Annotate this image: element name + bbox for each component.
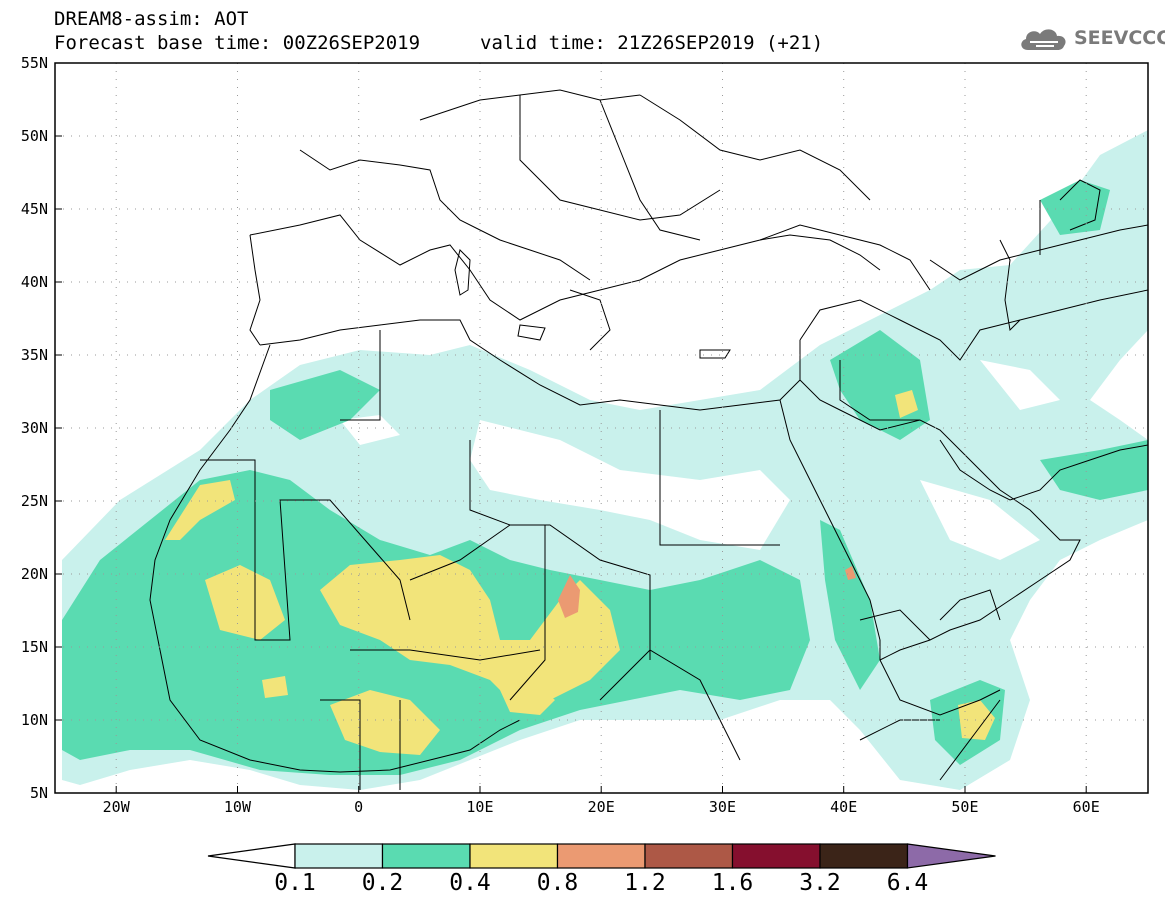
lon-label: 30E [708, 798, 736, 816]
colorbar-label: 0.1 [274, 870, 316, 896]
map-title: DREAM8-assim: AOT [54, 8, 249, 30]
valid-time: valid time: 21Z26SEP2019 (+21) [480, 32, 824, 54]
lon-label: 10E [466, 798, 494, 816]
aot-band-yellow [320, 555, 620, 700]
lon-label: 20W [102, 798, 130, 816]
lat-label: 5N [29, 784, 48, 802]
colorbar-label: 0.2 [361, 870, 404, 896]
colorbar-swatch [644, 843, 734, 869]
colorbar-high-arrow [906, 843, 996, 869]
colorbar-swatch [731, 843, 821, 869]
lon-label: 40E [830, 798, 858, 816]
colorbar-label: 0.8 [536, 870, 579, 896]
lon-label: 20E [587, 798, 615, 816]
lat-label: 25N [20, 492, 48, 510]
lat-label: 45N [20, 200, 48, 218]
colorbar-label: 3.2 [799, 870, 841, 896]
colorbar-label: 0.4 [449, 870, 491, 896]
colorbar-swatch [819, 843, 909, 869]
colorbar-label: 6.4 [886, 870, 929, 896]
colorbar-swatch [294, 843, 384, 869]
colorbar-swatch [469, 843, 559, 869]
colorbar [207, 843, 996, 869]
lon-label: 50E [951, 798, 979, 816]
colorbar-low-arrow [207, 843, 296, 869]
lat-label: 40N [20, 273, 48, 291]
colorbar-label: 1.6 [711, 870, 754, 896]
aot-band-orange [558, 575, 580, 618]
lon-label: 60E [1072, 798, 1100, 816]
coastlines [149, 89, 1149, 790]
lat-label: 15N [20, 638, 48, 656]
forecast-base-time: Forecast base time: 00Z26SEP2019 [54, 32, 421, 54]
axis-ticks [55, 62, 1087, 793]
lon-label: 10W [223, 798, 251, 816]
lon-label: 0 [354, 798, 364, 816]
lat-label: 10N [20, 711, 48, 729]
lat-label: 20N [20, 565, 48, 583]
seevccc-logo: SEEVCCC [1018, 24, 1165, 52]
grid-lines [55, 63, 1148, 793]
lat-label: 30N [20, 419, 48, 437]
cloud-icon [1021, 29, 1066, 50]
colorbar-swatch [381, 843, 471, 869]
logo-text: SEEVCCC [1074, 27, 1165, 49]
lat-label: 55N [20, 54, 48, 72]
colorbar-label: 1.2 [624, 870, 666, 896]
lat-label: 35N [20, 346, 48, 364]
lat-label: 50N [20, 127, 48, 145]
colorbar-swatch [556, 843, 646, 869]
